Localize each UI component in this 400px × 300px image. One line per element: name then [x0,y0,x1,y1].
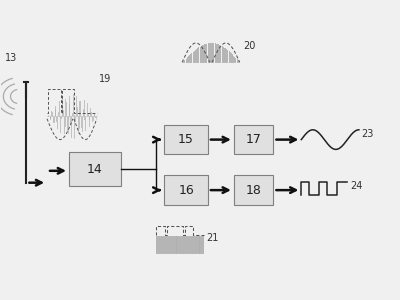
Text: 16: 16 [178,184,194,196]
Text: 24: 24 [350,181,362,190]
Text: 15: 15 [178,133,194,146]
Text: 23: 23 [361,129,373,139]
Text: 18: 18 [246,184,262,196]
Bar [164,175,208,205]
Bar [234,125,274,154]
Text: 19: 19 [99,74,111,84]
Bar [69,152,120,186]
Bar [164,125,208,154]
Bar [234,175,274,205]
Text: 17: 17 [246,133,262,146]
Text: 14: 14 [87,163,103,176]
Text: 13: 13 [5,53,18,63]
Text: 21: 21 [206,233,218,243]
Text: 20: 20 [243,41,255,51]
